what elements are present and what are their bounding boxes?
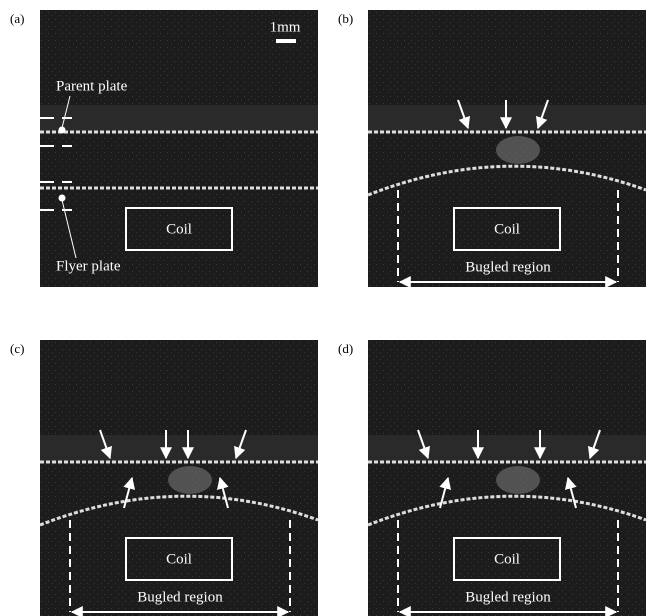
panel: Bugled region Coil [368,340,646,616]
band [40,105,318,133]
panel: 1mm Parent plate Flyer plate Coil [40,10,318,287]
coil-label: Coil [166,221,192,237]
panel-label: (b) [338,11,353,26]
region-label: Bugled region [465,589,551,605]
region-label: Bugled region [137,589,223,605]
panel-label: (a) [10,11,24,26]
glow [168,466,212,494]
coil-label: Coil [494,551,520,567]
figure: (a) 1mm Parent plate Flyer plate Coil (b) Bugl… [0,0,649,616]
scale-bar [276,39,296,43]
photo [40,10,318,287]
band [40,435,318,463]
coil-label: Coil [494,221,520,237]
coil-label: Coil [166,551,192,567]
flyer-label: Flyer plate [56,258,121,274]
panel: Bugled region Coil [40,340,318,616]
page: {"panels": [ {"label": "(a)", "scale": "… [0,0,649,616]
panel-label: (c) [10,341,24,356]
panel-label: (d) [338,341,353,356]
glow [496,466,540,494]
region-label: Bugled region [465,259,551,275]
band [368,435,646,463]
parent-label: Parent plate [56,78,128,94]
glow [496,136,540,164]
scale-label: 1mm [270,19,301,35]
panel: Bugled region Coil [368,10,646,287]
